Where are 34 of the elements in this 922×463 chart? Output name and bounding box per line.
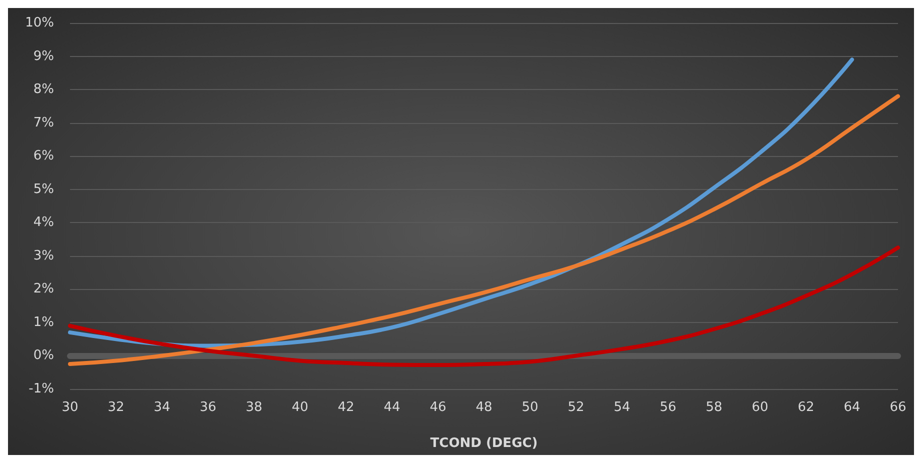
x-tick-label: 40	[292, 400, 308, 415]
y-tick-label: 7%	[33, 115, 54, 130]
x-tick-label: 54	[614, 400, 630, 415]
x-tick-label: 38	[246, 400, 262, 415]
x-tick-label: 48	[476, 400, 492, 415]
x-tick-label: 64	[844, 400, 860, 415]
y-tick-label: 6%	[33, 148, 54, 164]
y-tick-label: -1%	[28, 382, 54, 396]
x-tick-label: 46	[430, 400, 446, 415]
x-tick-label: 56	[660, 400, 676, 415]
x-axis-title: TCOND (DEGC)	[430, 436, 538, 451]
x-tick-label: 60	[752, 400, 768, 415]
y-tick-label: 2%	[33, 282, 54, 297]
y-tick-label: 3%	[33, 248, 54, 264]
x-tick-label: 42	[338, 400, 354, 415]
y-tick-label: 0%	[33, 348, 54, 364]
x-tick-label: 52	[568, 400, 584, 415]
x-tick-label: 50	[522, 400, 538, 415]
x-tick-label: 62	[798, 400, 814, 415]
x-tick-label: 36	[200, 400, 216, 415]
y-tick-label: 4%	[33, 215, 54, 230]
y-tick-label: 10%	[25, 16, 54, 30]
x-tick-label: 30	[62, 400, 78, 415]
y-tick-label: 5%	[33, 182, 54, 197]
x-tick-label: 44	[384, 400, 400, 415]
x-tick-label: 58	[706, 400, 722, 415]
line-series	[68, 246, 900, 368]
x-tick-label: 32	[108, 400, 124, 415]
y-tick-label: 1%	[33, 314, 54, 330]
line-series	[68, 94, 900, 366]
x-tick-label: 66	[890, 400, 906, 415]
y-tick-label: 9%	[33, 48, 54, 64]
x-tick-label: 34	[154, 400, 170, 415]
y-tick-label: 8%	[33, 82, 54, 98]
